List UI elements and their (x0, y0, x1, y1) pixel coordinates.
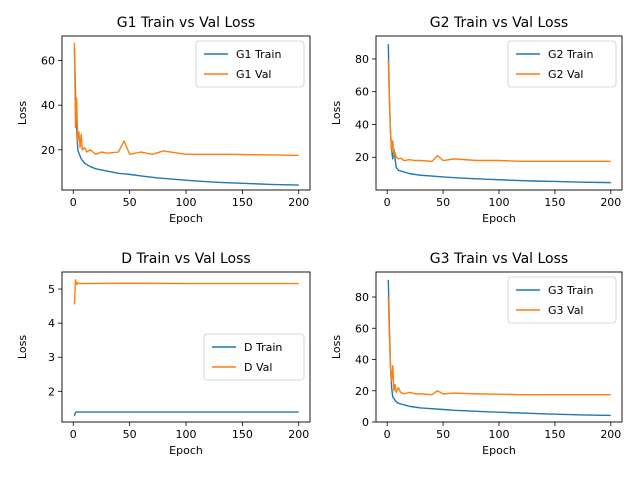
x-tick-label: 50 (123, 428, 137, 441)
series-line-train (387, 44, 611, 184)
x-axis-label: Epoch (169, 212, 203, 225)
series-line-val (387, 296, 611, 396)
y-tick-label: 0 (362, 416, 369, 429)
legend-label: G2 Val (548, 68, 584, 81)
series-line-train (387, 279, 611, 417)
y-tick-label: 60 (41, 55, 55, 68)
y-tick-label: 60 (355, 86, 369, 99)
legend-label: G1 Train (236, 48, 281, 61)
x-tick-label: 150 (544, 428, 565, 441)
chart-title: D Train vs Val Loss (121, 251, 250, 267)
x-tick-label: 0 (384, 196, 391, 209)
series-line-train (73, 411, 299, 417)
legend-label: G3 Train (548, 284, 593, 297)
x-tick-label: 200 (600, 196, 621, 209)
y-tick-label: 20 (355, 151, 369, 164)
x-tick-label: 200 (288, 196, 309, 209)
x-tick-label: 100 (176, 428, 197, 441)
x-tick-label: 0 (384, 428, 391, 441)
chart-panel-3: 0 50 100 150 200 2 3 4 5 D Train vs Val Loss Epoch… (16, 251, 311, 457)
y-tick-label: 20 (355, 385, 369, 398)
series-line-val (387, 60, 611, 163)
x-tick-label: 0 (70, 196, 77, 209)
x-axis-label: Epoch (482, 212, 516, 225)
legend-label: D Val (244, 361, 272, 374)
y-tick-label: 2 (48, 385, 55, 398)
y-axis-label: Loss (330, 335, 343, 359)
x-tick-label: 150 (232, 428, 253, 441)
x-tick-label: 50 (436, 196, 450, 209)
x-tick-label: 100 (176, 196, 197, 209)
x-tick-label: 0 (70, 428, 77, 441)
y-axis-label: Loss (16, 335, 29, 359)
legend-label: G1 Val (236, 68, 272, 81)
y-tick-label: 4 (48, 317, 55, 330)
x-tick-label: 50 (436, 428, 450, 441)
x-axis-label: Epoch (482, 444, 516, 457)
legend: G1 Train G1 Val (195, 40, 305, 88)
x-tick-label: 100 (489, 428, 510, 441)
legend-label: G2 Train (548, 48, 593, 61)
legend-label: D Train (244, 341, 282, 354)
x-tick-label: 200 (600, 428, 621, 441)
x-tick-label: 100 (489, 196, 510, 209)
x-tick-label: 150 (544, 196, 565, 209)
y-tick-label: 5 (48, 283, 55, 296)
legend-label: G3 Val (548, 304, 584, 317)
x-axis-label: Epoch (169, 444, 203, 457)
chart-panel-1: 0 50 100 150 200 20 40 60 G1 Train vs Val Loss Ep… (16, 15, 311, 225)
legend-box (507, 40, 617, 88)
chart-title: G3 Train vs Val Loss (430, 251, 568, 267)
chart-panel-2: 0 50 100 150 200 20 40 60 80 G2 Train vs Val Loss… (330, 15, 623, 225)
y-tick-label: 60 (355, 322, 369, 335)
y-tick-label: 20 (41, 144, 55, 157)
y-axis-label: Loss (330, 101, 343, 125)
chart-title: G2 Train vs Val Loss (430, 15, 568, 31)
x-tick-label: 150 (232, 196, 253, 209)
y-tick-label: 80 (355, 291, 369, 304)
y-tick-label: 40 (41, 99, 55, 112)
y-tick-label: 40 (355, 354, 369, 367)
legend: G2 Train G2 Val (507, 40, 617, 88)
y-tick-label: 40 (355, 118, 369, 131)
legend-box (195, 40, 305, 88)
legend-box (203, 333, 305, 381)
series-line-val (73, 42, 299, 157)
chart-panel-4: 0 50 100 150 200 0 20 40 60 80 G3 Train vs Val Los… (330, 251, 623, 457)
legend: G3 Train G3 Val (507, 276, 617, 324)
legend: D Train D Val (203, 333, 305, 381)
series-line-val (73, 279, 299, 305)
y-axis-label: Loss (16, 101, 29, 125)
y-tick-label: 80 (355, 53, 369, 66)
chart-title: G1 Train vs Val Loss (117, 15, 255, 31)
legend-box (507, 276, 617, 324)
x-tick-label: 200 (288, 428, 309, 441)
x-tick-label: 50 (123, 196, 137, 209)
y-tick-label: 3 (48, 351, 55, 364)
series-line-train (73, 47, 299, 186)
